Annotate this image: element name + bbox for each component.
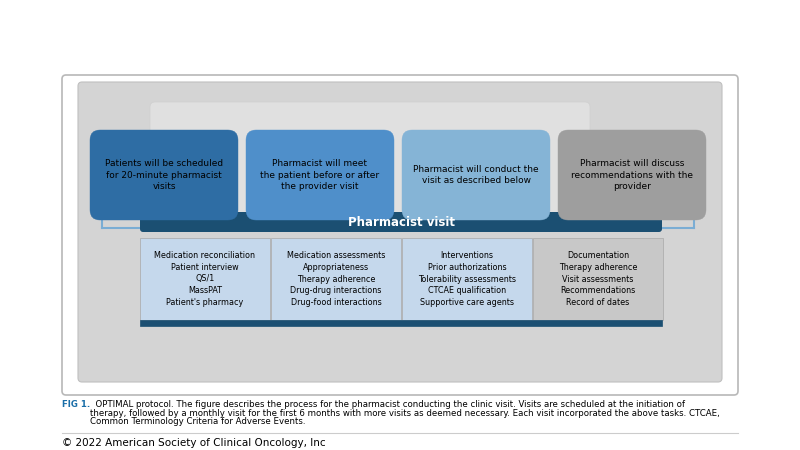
FancyBboxPatch shape	[90, 130, 238, 220]
Text: therapy, followed by a monthly visit for the first 6 months with more visits as : therapy, followed by a monthly visit for…	[90, 409, 720, 418]
Text: Medication assessments
Appropriateness
Therapy adherence
Drug-drug interactions
: Medication assessments Appropriateness T…	[287, 251, 385, 307]
Bar	[271, 238, 401, 320]
FancyBboxPatch shape	[140, 212, 662, 232]
FancyBboxPatch shape	[558, 130, 706, 220]
FancyBboxPatch shape	[402, 130, 550, 220]
Text: Interventions
Prior authorizations
Tolerability assessments
CTCAE qualification
: Interventions Prior authorizations Toler…	[418, 251, 516, 307]
Text: Documentation
Therapy adherence
Visit assessments
Recommendations
Record of date: Documentation Therapy adherence Visit as…	[559, 251, 637, 307]
FancyBboxPatch shape	[150, 102, 590, 222]
Text: FIG 1.: FIG 1.	[62, 400, 90, 409]
FancyBboxPatch shape	[246, 130, 394, 220]
Text: Medication reconciliation
Patient interview
QS/1
MassPAT
Patient's pharmacy: Medication reconciliation Patient interv…	[154, 251, 255, 307]
Bar	[140, 320, 662, 326]
Text: Pharmacist visit: Pharmacist visit	[347, 216, 454, 229]
Bar	[140, 238, 270, 320]
Text: Pharmacist will discuss
recommendations with the
provider: Pharmacist will discuss recommendations …	[571, 159, 693, 191]
Text: © 2022 American Society of Clinical Oncology, Inc: © 2022 American Society of Clinical Onco…	[62, 438, 326, 448]
Text: Common Terminology Criteria for Adverse Events.: Common Terminology Criteria for Adverse …	[90, 417, 306, 426]
Text: OPTIMAL protocol. The figure describes the process for the pharmacist conducting: OPTIMAL protocol. The figure describes t…	[90, 400, 685, 409]
Bar	[533, 238, 663, 320]
Bar	[402, 238, 532, 320]
FancyBboxPatch shape	[78, 82, 722, 382]
Text: Patients will be scheduled
for 20-minute pharmacist
visits: Patients will be scheduled for 20-minute…	[105, 159, 223, 191]
Text: Pharmacist will meet
the patient before or after
the provider visit: Pharmacist will meet the patient before …	[261, 159, 379, 191]
Text: Pharmacist will conduct the
visit as described below: Pharmacist will conduct the visit as des…	[413, 165, 539, 185]
FancyBboxPatch shape	[62, 75, 738, 395]
